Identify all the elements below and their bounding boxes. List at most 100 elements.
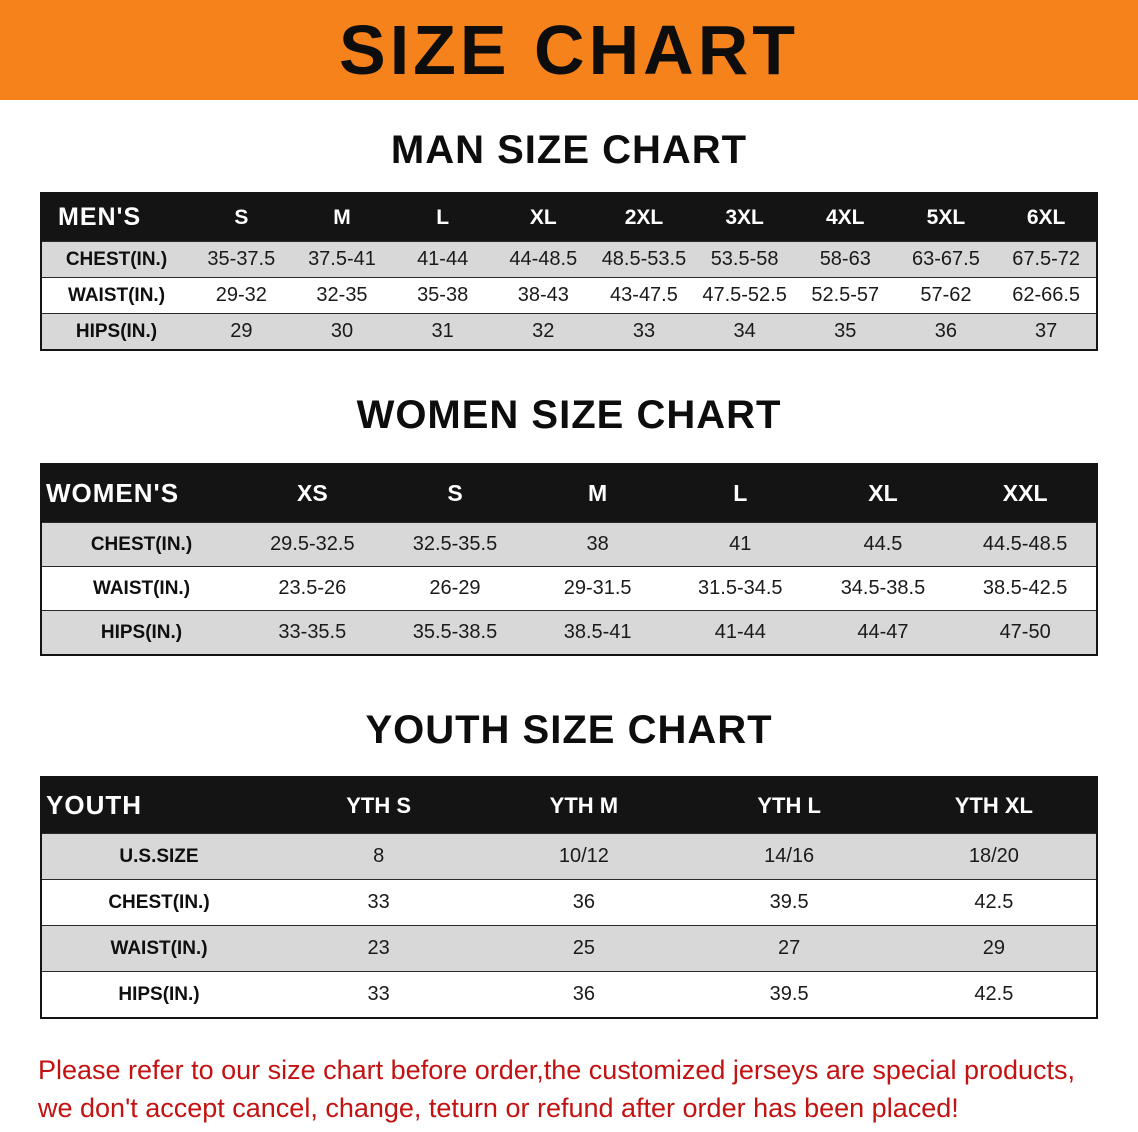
row-label-cell: CHEST(IN.) bbox=[108, 891, 210, 913]
value-cell: 33 bbox=[632, 320, 656, 342]
value-cell: 8 bbox=[373, 845, 385, 867]
table-row: CHEST(IN.) 29.5-32.5 32.5-35.5 38 41 44.5 44.5… bbox=[41, 522, 1097, 567]
size-header-cell: XL bbox=[811, 464, 955, 523]
value-cell: 39.5 bbox=[769, 983, 809, 1005]
row-label-cell: CHEST(IN.) bbox=[65, 248, 168, 270]
value-cell: 44.5 bbox=[863, 533, 903, 555]
title-banner: SIZE CHART bbox=[0, 0, 1138, 100]
size-header-cell: 2XL bbox=[593, 193, 695, 242]
value-cell: 33-35.5 bbox=[278, 621, 347, 643]
value-cell: 67.5-72 bbox=[1012, 248, 1081, 270]
value-cell: 14/16 bbox=[764, 845, 815, 867]
table-row: HIPS(IN.) 29 30 31 32 33 34 35 36 37 bbox=[41, 313, 1097, 350]
row-label-cell: HIPS(IN.) bbox=[118, 983, 200, 1005]
table-title-cell: YOUTH bbox=[41, 777, 276, 834]
row-label-cell: HIPS(IN.) bbox=[75, 320, 158, 342]
value-cell: 44-47 bbox=[857, 621, 909, 643]
value-cell: 38 bbox=[586, 533, 609, 555]
disclaimer: Please refer to our size chart before or… bbox=[38, 1051, 1130, 1128]
value-cell: 18/20 bbox=[968, 845, 1019, 867]
value-cell: 34.5-38.5 bbox=[840, 577, 926, 599]
size-header-cell: XL bbox=[492, 193, 594, 242]
value-cell: 37 bbox=[1035, 320, 1058, 342]
value-cell: 36 bbox=[934, 320, 958, 342]
value-cell: 36 bbox=[572, 891, 595, 913]
men-size-table: MEN'S S M L XL 2XL 3XL 4XL 5XL 6XL CHEST(IN.) 35-37… bbox=[40, 192, 1098, 351]
value-cell: 35 bbox=[834, 320, 857, 342]
size-header-cell: YTH XL bbox=[891, 777, 1097, 834]
value-cell: 35.5-38.5 bbox=[412, 621, 498, 643]
youth-section-heading: YOUTH SIZE CHART bbox=[365, 708, 773, 752]
table-row: U.S.SIZE 8 10/12 14/16 18/20 bbox=[41, 833, 1097, 880]
table-row: WAIST(IN.) 23.5-26 26-29 29-31.5 31.5-34.5 34… bbox=[41, 566, 1097, 611]
value-cell: 44.5-48.5 bbox=[982, 533, 1068, 555]
value-cell: 57-62 bbox=[920, 284, 972, 306]
size-header-cell: YTH L bbox=[686, 777, 892, 834]
value-cell: 33 bbox=[367, 983, 390, 1005]
value-cell: 23 bbox=[367, 937, 390, 959]
row-label-cell: WAIST(IN.) bbox=[110, 937, 208, 959]
disclaimer-line-1: Please refer to our size chart before or… bbox=[38, 1055, 1076, 1085]
value-cell: 43-47.5 bbox=[610, 284, 678, 306]
row-label-cell: CHEST(IN.) bbox=[90, 533, 193, 555]
table-title-cell: MEN'S bbox=[41, 193, 191, 242]
table-header-row: YOUTH YTH S YTH M YTH L YTH XL bbox=[41, 777, 1097, 834]
value-cell: 38.5-42.5 bbox=[982, 577, 1068, 599]
value-cell: 31.5-34.5 bbox=[698, 577, 783, 599]
women-section-heading: WOMEN SIZE CHART bbox=[356, 393, 782, 437]
value-cell: 29 bbox=[230, 320, 253, 342]
size-header-cell: S bbox=[191, 193, 292, 242]
size-header-cell: XXL bbox=[954, 464, 1097, 523]
value-cell: 26-29 bbox=[429, 577, 481, 599]
men-section-heading: MAN SIZE CHART bbox=[390, 128, 748, 172]
value-cell: 32 bbox=[532, 320, 555, 342]
row-label-cell: U.S.SIZE bbox=[119, 845, 199, 867]
value-cell: 29-31.5 bbox=[563, 577, 632, 599]
value-cell: 63-67.5 bbox=[912, 248, 980, 270]
value-cell: 47.5-52.5 bbox=[702, 284, 787, 306]
value-cell: 27 bbox=[778, 937, 801, 959]
value-cell: 30 bbox=[330, 320, 354, 342]
value-cell: 35-38 bbox=[417, 284, 469, 306]
value-cell: 32.5-35.5 bbox=[412, 533, 498, 555]
value-cell: 23.5-26 bbox=[278, 577, 347, 599]
youth-size-section: YOUTH SIZE CHART YOUTH YTH S YTH M YTH L YTH… bbox=[0, 710, 1138, 1019]
value-cell: 29.5-32.5 bbox=[270, 533, 355, 555]
size-header-cell: XS bbox=[241, 464, 384, 523]
value-cell: 33 bbox=[367, 891, 390, 913]
value-cell: 58-63 bbox=[819, 248, 871, 270]
disclaimer-line-2: we don't accept cancel, change, teturn o… bbox=[38, 1093, 959, 1124]
value-cell: 32-35 bbox=[316, 284, 368, 306]
row-label-cell: WAIST(IN.) bbox=[92, 577, 191, 599]
table-row: HIPS(IN.) 33 36 39.5 42.5 bbox=[41, 971, 1097, 1018]
size-header-cell: YTH S bbox=[276, 777, 482, 834]
value-cell: 29 bbox=[982, 937, 1005, 959]
value-cell: 35-37.5 bbox=[207, 248, 276, 270]
size-header-cell: 6XL bbox=[996, 193, 1097, 242]
value-cell: 47-50 bbox=[999, 621, 1051, 643]
value-cell: 41 bbox=[729, 533, 752, 555]
value-cell: 38.5-41 bbox=[563, 621, 632, 643]
table-header-row: WOMEN'S XS S M L XL XXL bbox=[41, 464, 1097, 523]
value-cell: 38-43 bbox=[517, 284, 569, 306]
value-cell: 44-48.5 bbox=[509, 248, 578, 270]
value-cell: 52.5-57 bbox=[811, 284, 880, 306]
value-cell: 25 bbox=[572, 937, 595, 959]
size-header-cell: S bbox=[383, 464, 527, 523]
size-header-cell: 4XL bbox=[794, 193, 896, 242]
value-cell: 37.5-41 bbox=[308, 248, 376, 270]
size-header-cell: L bbox=[668, 464, 812, 523]
size-header-cell: L bbox=[392, 193, 493, 242]
size-header-cell: M bbox=[526, 464, 669, 523]
size-header-cell: YTH M bbox=[481, 777, 687, 834]
row-label-cell: WAIST(IN.) bbox=[67, 284, 166, 306]
value-cell: 41-44 bbox=[417, 248, 469, 270]
table-header-row: MEN'S S M L XL 2XL 3XL 4XL 5XL 6XL bbox=[41, 193, 1097, 242]
value-cell: 34 bbox=[733, 320, 756, 342]
row-label-cell: HIPS(IN.) bbox=[100, 621, 183, 643]
value-cell: 62-66.5 bbox=[1012, 284, 1081, 306]
value-cell: 29-32 bbox=[215, 284, 267, 306]
value-cell: 41-44 bbox=[714, 621, 766, 643]
size-header-cell: 5XL bbox=[895, 193, 997, 242]
